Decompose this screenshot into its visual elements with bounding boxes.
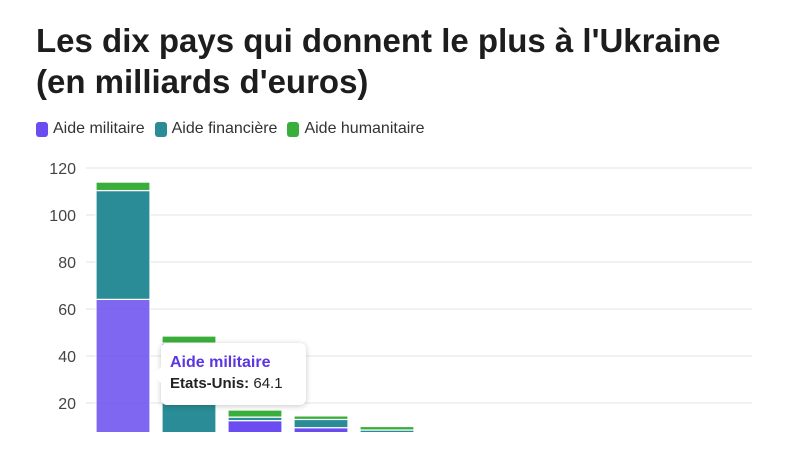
y-tick-label-120: 120 bbox=[49, 161, 76, 178]
bar-segment-military-6[interactable] bbox=[426, 443, 480, 450]
tooltip-category: Etats-Unis: bbox=[170, 375, 250, 392]
bar-segment-humanitarian-7[interactable] bbox=[492, 443, 546, 444]
y-tick-label-60: 60 bbox=[58, 302, 76, 319]
bar-segment-financial-5[interactable] bbox=[359, 429, 415, 435]
tooltip-line: Etats-Unis: 64.1 bbox=[170, 373, 297, 395]
bar-segment-military-2[interactable] bbox=[162, 441, 216, 450]
legend-swatch-humanitarian bbox=[287, 121, 300, 137]
bar-segment-humanitarian-5[interactable] bbox=[359, 425, 415, 431]
bar-segment-military-4[interactable] bbox=[293, 427, 349, 450]
y-tick-label-80: 80 bbox=[58, 255, 76, 272]
bar-segment-financial-4[interactable] bbox=[293, 418, 349, 429]
legend-swatch-financial bbox=[154, 121, 167, 137]
bar-segment-humanitarian-4[interactable] bbox=[293, 415, 349, 421]
tooltip-series: Aide militaire bbox=[170, 354, 271, 371]
bar-segment-military-7[interactable] bbox=[492, 444, 546, 450]
bar-chart: 20 40 60 80 100 120 bbox=[49, 161, 752, 450]
bar-segment-financial-1[interactable] bbox=[95, 189, 151, 300]
bar-segment-humanitarian-3[interactable] bbox=[227, 409, 283, 418]
legend: Aide militaire Aide financière Aide huma… bbox=[36, 120, 435, 138]
legend-item-financial[interactable]: Aide financière bbox=[154, 120, 278, 138]
y-tick-label-100: 100 bbox=[49, 208, 76, 225]
legend-item-humanitarian[interactable]: Aide humanitaire bbox=[287, 120, 425, 138]
y-tick-label-20: 20 bbox=[58, 396, 76, 413]
tooltip-value: 64.1 bbox=[253, 375, 283, 392]
bar-segment-humanitarian-6[interactable] bbox=[426, 442, 480, 443]
tooltip: Aide militaire Etats-Unis: 64.1 bbox=[153, 343, 306, 405]
bar-segment-humanitarian-1[interactable] bbox=[95, 181, 151, 192]
bar-segment-military-5[interactable] bbox=[360, 435, 414, 450]
legend-swatch-military bbox=[36, 121, 48, 137]
bar-segment-military-1[interactable] bbox=[95, 298, 151, 450]
bar-segment-military-3[interactable] bbox=[227, 420, 283, 450]
y-tick-label-40: 40 bbox=[58, 349, 76, 366]
chart-title: Les dix pays qui donnent le plus à l'Ukr… bbox=[36, 22, 721, 100]
legend-label-military: Aide militaire bbox=[53, 120, 145, 137]
legend-item-military[interactable]: Aide militaire bbox=[36, 120, 145, 138]
legend-label-humanitarian: Aide humanitaire bbox=[304, 120, 425, 137]
legend-label-financial: Aide financière bbox=[171, 120, 278, 137]
bars-group bbox=[95, 181, 546, 450]
